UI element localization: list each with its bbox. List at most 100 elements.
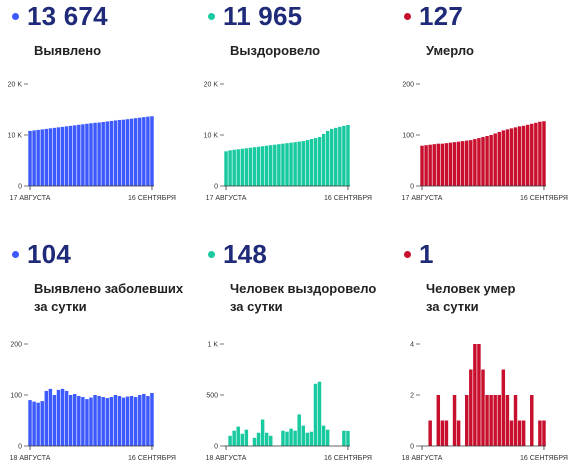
bar (432, 144, 436, 186)
bar (224, 151, 228, 186)
stat-label-line-1: Человек умер (426, 281, 516, 296)
bar (448, 142, 453, 186)
bar (101, 121, 105, 186)
bar (309, 431, 314, 446)
x-tick-label: 16 СЕНТЯБРЯ (128, 195, 176, 202)
bar (121, 119, 126, 186)
bar (436, 143, 441, 186)
bar (146, 116, 150, 186)
panel-deaths-total: 127 Умерло 0 100 200 17 АВГУСТА 16 СЕНТЯБРЯ (396, 0, 576, 230)
bar (505, 395, 510, 446)
stat-label: Умерло (426, 42, 474, 60)
headline-detected-total: 13 674 (12, 0, 108, 32)
bar (85, 123, 89, 186)
bar (456, 420, 461, 446)
dot-icon (404, 250, 411, 258)
dot-icon (208, 250, 215, 258)
bar (281, 143, 285, 186)
bar (329, 128, 334, 186)
bar (542, 121, 546, 186)
y-tick-label: 20 K (8, 82, 23, 89)
panel-detected-daily: 104 Выявлено заболевших за сутки 0 100 200… (4, 238, 190, 468)
bar (456, 141, 461, 186)
bar (85, 399, 89, 446)
x-tick-label: 16 СЕНТЯБРЯ (128, 455, 176, 462)
y-tick-label: 10 K (204, 133, 219, 140)
y-tick-label: 500 (206, 393, 218, 400)
chart-detected-daily: 0 100 200 18 АВГУСТА 16 СЕНТЯБРЯ (10, 342, 176, 463)
bar (501, 369, 506, 446)
bar (129, 118, 134, 186)
bar (501, 130, 506, 186)
bar (256, 146, 261, 186)
stat-value: 11 965 (223, 1, 303, 31)
stat-value: 127 (419, 1, 463, 31)
panel-detected-total: 13 674 Выявлено 0 10 K 20 K 17 АВГУСТА 16 СЕ… (4, 0, 190, 230)
headline-deaths-daily: 1 (404, 238, 434, 270)
stat-label-line-1: Выявлено заболевших (34, 281, 184, 296)
bar (517, 420, 522, 446)
bar (40, 129, 44, 186)
bar (313, 383, 318, 446)
bar (513, 127, 518, 186)
bar (469, 369, 473, 446)
x-tick-label: 16 СЕНТЯБРЯ (520, 195, 568, 202)
bar (481, 137, 485, 186)
bar (513, 395, 518, 446)
headline-detected-daily: 104 (12, 238, 71, 270)
bar (325, 429, 330, 446)
bar (460, 141, 465, 186)
bar (256, 432, 261, 446)
bar (313, 138, 318, 186)
bar (277, 144, 281, 186)
bar (244, 148, 249, 186)
bar (436, 395, 441, 446)
bar (244, 429, 249, 446)
bar (264, 432, 269, 446)
bar (81, 124, 85, 186)
stat-label: Человек умер за сутки (426, 280, 515, 316)
bar (260, 146, 265, 186)
y-tick-label: 10 K (8, 133, 23, 140)
stat-label-line-1: Выявлено (34, 43, 102, 58)
bar (73, 125, 77, 186)
bar (297, 141, 301, 186)
bar (125, 119, 130, 186)
bar (317, 381, 322, 446)
headline-recovered-daily: 148 (208, 238, 267, 270)
bar (228, 150, 232, 186)
bar (48, 388, 53, 446)
stat-value: 148 (223, 239, 267, 269)
y-tick-label: 0 (18, 184, 22, 191)
bar (97, 122, 101, 186)
bar (444, 420, 449, 446)
bar (60, 388, 65, 446)
bar (428, 420, 432, 446)
stat-label-line-2: за сутки (230, 299, 283, 314)
bar (497, 395, 501, 446)
bar (534, 122, 538, 186)
bar (321, 425, 326, 446)
bar (440, 143, 445, 186)
bar (150, 116, 154, 186)
y-tick-label: 0 (410, 444, 414, 451)
bar (32, 130, 36, 186)
headline-deaths-total: 127 (404, 0, 463, 32)
panel-recovered-total: 11 965 Выздоровело 0 10 K 20 K 17 АВГУСТА 16… (200, 0, 386, 230)
bar (305, 432, 310, 446)
bar (346, 124, 350, 186)
bar (342, 125, 346, 186)
stat-value: 1 (419, 239, 434, 269)
chart-deaths-daily: 0 2 4 18 АВГУСТА 16 СЕНТЯБРЯ (402, 342, 568, 463)
bar (493, 395, 497, 446)
bar (117, 396, 122, 446)
bar (452, 142, 457, 186)
bar (538, 420, 542, 446)
bar (452, 395, 457, 446)
bar (469, 140, 473, 186)
bar (473, 344, 477, 446)
y-tick-label: 0 (214, 444, 218, 451)
bar (64, 390, 69, 446)
y-tick-label: 0 (18, 444, 22, 451)
bar (440, 420, 445, 446)
